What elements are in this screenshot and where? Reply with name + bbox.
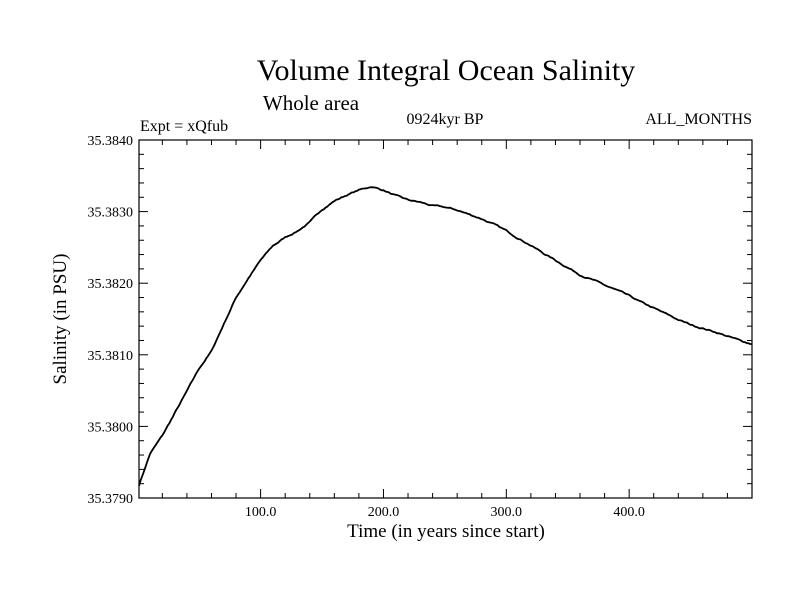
x-axis-label: Time (in years since start) bbox=[347, 521, 545, 542]
salinity-series-line bbox=[138, 186, 753, 486]
x-tick-label: 100.0 bbox=[245, 505, 277, 520]
x-tick-label: 300.0 bbox=[491, 505, 523, 520]
y-tick-label: 35.3790 bbox=[88, 492, 134, 507]
y-tick-label: 35.3840 bbox=[88, 134, 134, 149]
months-label: ALL_MONTHS bbox=[645, 111, 752, 128]
y-tick-label: 35.3830 bbox=[88, 206, 134, 221]
x-tick-label: 200.0 bbox=[368, 505, 400, 520]
y-tick-label: 35.3820 bbox=[88, 277, 134, 292]
x-tick-labels: 100.0 200.0 300.0 400.0 bbox=[245, 505, 645, 520]
y-tick-labels: 35.3790 35.3800 35.3810 35.3820 35.3830 35.38… bbox=[88, 134, 134, 507]
axis-ticks bbox=[139, 140, 752, 498]
y-axis-label: Salinity (in PSU) bbox=[50, 254, 71, 385]
y-tick-label: 35.3810 bbox=[88, 349, 134, 364]
period-label: 0924kyr BP bbox=[407, 111, 484, 128]
chart-subtitle: Whole area bbox=[263, 91, 360, 115]
x-tick-label: 400.0 bbox=[613, 505, 645, 520]
y-tick-label: 35.3800 bbox=[88, 420, 134, 435]
experiment-label: Expt = xQfub bbox=[140, 118, 228, 135]
chart-title: Volume Integral Ocean Salinity bbox=[257, 54, 636, 87]
plot-frame bbox=[138, 139, 753, 499]
